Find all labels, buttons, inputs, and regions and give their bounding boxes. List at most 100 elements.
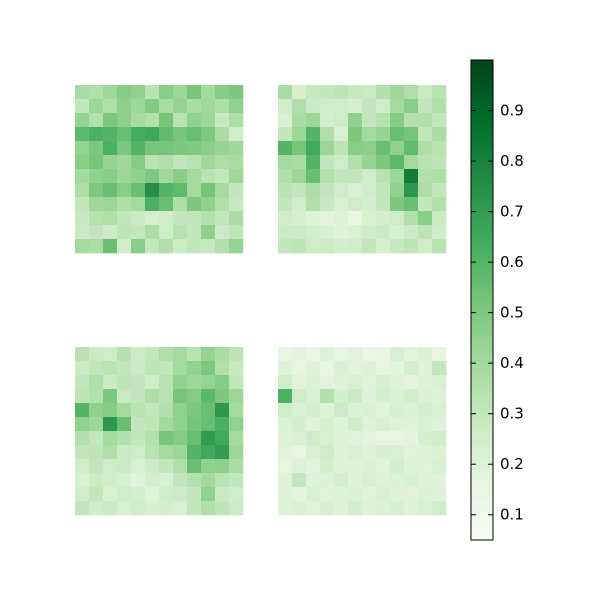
heatmap-cell bbox=[320, 389, 335, 404]
heatmap-cell bbox=[173, 211, 188, 226]
heatmap-cell bbox=[75, 211, 90, 226]
heatmap-cell bbox=[362, 239, 377, 254]
heatmap-cell bbox=[215, 197, 230, 212]
heatmap-cell bbox=[334, 85, 349, 100]
heatmap-cell bbox=[117, 183, 132, 198]
heatmap-cell bbox=[75, 85, 90, 100]
heatmap-cell bbox=[215, 375, 230, 390]
heatmap-cell bbox=[229, 225, 244, 240]
heatmap-cell bbox=[187, 127, 202, 142]
heatmap-cell bbox=[404, 403, 419, 418]
heatmap-cell bbox=[131, 375, 146, 390]
heatmap-cell bbox=[334, 501, 349, 516]
heatmap-cell bbox=[320, 347, 335, 362]
heatmap-cell bbox=[348, 403, 363, 418]
heatmap-cell bbox=[376, 403, 391, 418]
heatmap-cell bbox=[173, 501, 188, 516]
heatmap-cell bbox=[306, 239, 321, 254]
heatmap-cell bbox=[404, 155, 419, 170]
heatmap-cell bbox=[215, 211, 230, 226]
heatmap-cell bbox=[103, 389, 118, 404]
heatmap-cell bbox=[404, 197, 419, 212]
heatmap-cell bbox=[292, 197, 307, 212]
heatmap-cell bbox=[187, 417, 202, 432]
heatmap-cell bbox=[390, 473, 405, 488]
heatmap-cell bbox=[376, 459, 391, 474]
heatmap-cell bbox=[432, 417, 447, 432]
heatmap-cell bbox=[362, 501, 377, 516]
heatmap-cell bbox=[348, 431, 363, 446]
heatmap-cell bbox=[131, 417, 146, 432]
heatmap-cell bbox=[117, 417, 132, 432]
heatmap-cell bbox=[131, 225, 146, 240]
heatmap-cell bbox=[390, 211, 405, 226]
heatmap-cell bbox=[75, 347, 90, 362]
heatmap-cell bbox=[376, 197, 391, 212]
heatmap-cell bbox=[334, 361, 349, 376]
heatmap-cell bbox=[376, 127, 391, 142]
heatmap-cell bbox=[418, 431, 433, 446]
heatmap-cell bbox=[292, 85, 307, 100]
heatmap-cell bbox=[145, 431, 160, 446]
heatmap-cell bbox=[362, 417, 377, 432]
heatmap-cell bbox=[278, 431, 293, 446]
heatmap-cell bbox=[145, 459, 160, 474]
heatmap-cell bbox=[229, 197, 244, 212]
heatmap-cell bbox=[89, 487, 104, 502]
heatmap-cell bbox=[75, 183, 90, 198]
heatmap-cell bbox=[334, 141, 349, 156]
heatmap-cell bbox=[145, 239, 160, 254]
colorbar-tick-label: 0.1 bbox=[500, 506, 524, 524]
heatmap-cell bbox=[131, 239, 146, 254]
heatmap-cell bbox=[103, 99, 118, 114]
heatmap-cell bbox=[404, 141, 419, 156]
heatmap-cell bbox=[348, 361, 363, 376]
heatmap-cell bbox=[278, 127, 293, 142]
heatmap-cell bbox=[75, 375, 90, 390]
heatmap-cell bbox=[362, 225, 377, 240]
heatmap-cell bbox=[159, 99, 174, 114]
heatmap-cell bbox=[390, 389, 405, 404]
heatmap-cell bbox=[292, 361, 307, 376]
heatmap-cell bbox=[215, 445, 230, 460]
heatmap-cell bbox=[320, 169, 335, 184]
heatmap-cell bbox=[376, 211, 391, 226]
heatmap-cell bbox=[334, 403, 349, 418]
heatmap-cell bbox=[145, 347, 160, 362]
heatmap-cell bbox=[376, 99, 391, 114]
heatmap-cell bbox=[376, 155, 391, 170]
heatmap-cell bbox=[334, 183, 349, 198]
heatmap-cell bbox=[187, 375, 202, 390]
heatmap-cell bbox=[278, 169, 293, 184]
heatmap-panel-1 bbox=[75, 85, 244, 254]
heatmap-cell bbox=[215, 155, 230, 170]
heatmap-cell bbox=[404, 239, 419, 254]
heatmap-cell bbox=[334, 239, 349, 254]
heatmap-cell bbox=[229, 347, 244, 362]
heatmap-cell bbox=[306, 211, 321, 226]
heatmap-cell bbox=[215, 417, 230, 432]
heatmap-cell bbox=[187, 473, 202, 488]
heatmap-cell bbox=[390, 417, 405, 432]
heatmap-cell bbox=[376, 183, 391, 198]
heatmap-cell bbox=[334, 473, 349, 488]
heatmap-cell bbox=[418, 85, 433, 100]
heatmap-cell bbox=[376, 85, 391, 100]
heatmap-cell bbox=[145, 445, 160, 460]
heatmap-cell bbox=[201, 347, 216, 362]
heatmap-cell bbox=[404, 347, 419, 362]
heatmap-cell bbox=[215, 389, 230, 404]
heatmap-cell bbox=[215, 141, 230, 156]
heatmap-cell bbox=[348, 239, 363, 254]
heatmap-cell bbox=[432, 403, 447, 418]
heatmap-cell bbox=[320, 361, 335, 376]
heatmap-cell bbox=[117, 197, 132, 212]
heatmap-cell bbox=[75, 127, 90, 142]
heatmap-cell bbox=[362, 197, 377, 212]
heatmap-cell bbox=[187, 85, 202, 100]
heatmap-cell bbox=[103, 169, 118, 184]
heatmap-cell bbox=[376, 473, 391, 488]
heatmap-cell bbox=[306, 403, 321, 418]
heatmap-cell bbox=[362, 169, 377, 184]
heatmap-cell bbox=[306, 155, 321, 170]
